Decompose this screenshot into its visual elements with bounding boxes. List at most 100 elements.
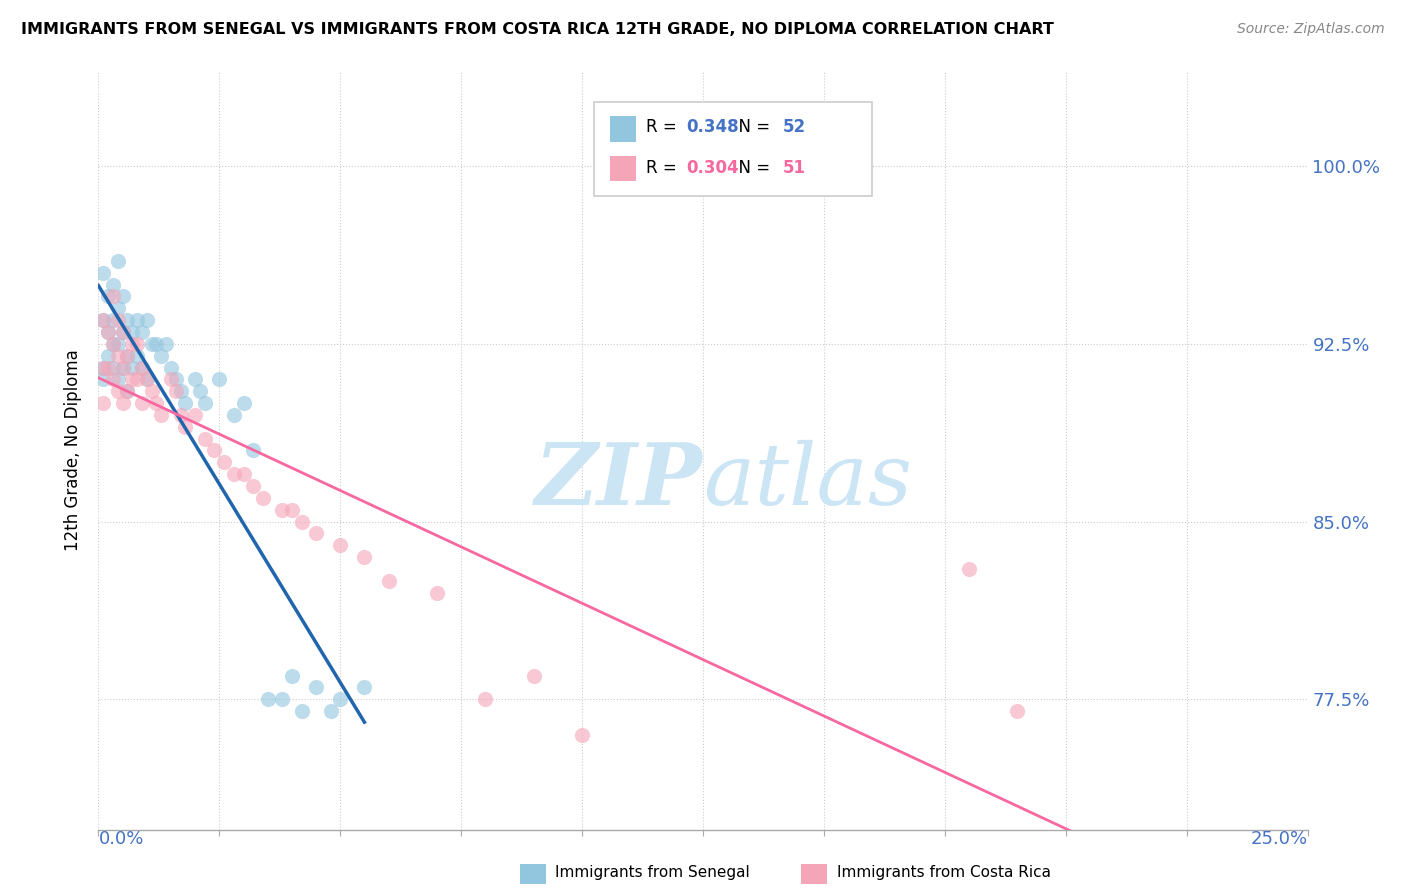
- Point: [97, 360, 120, 375]
- Point: [121, 372, 143, 386]
- Point: [169, 384, 191, 399]
- Point: [111, 360, 134, 375]
- Point: [127, 372, 149, 386]
- Point: [174, 396, 197, 410]
- Point: [145, 336, 167, 351]
- Point: [121, 360, 143, 375]
- Point: [160, 372, 183, 386]
- Point: [107, 384, 129, 399]
- Point: [131, 360, 153, 375]
- Point: [474, 692, 496, 706]
- Point: [101, 289, 124, 303]
- Point: [165, 384, 187, 399]
- Text: 52: 52: [783, 118, 806, 136]
- Point: [184, 372, 207, 386]
- Point: [131, 396, 153, 410]
- Point: [426, 585, 449, 599]
- Text: 51: 51: [783, 160, 806, 178]
- Point: [150, 349, 173, 363]
- Point: [107, 313, 129, 327]
- Point: [305, 526, 328, 541]
- Point: [91, 360, 114, 375]
- Point: [232, 467, 254, 482]
- Text: atlas: atlas: [703, 440, 912, 522]
- Point: [523, 668, 546, 682]
- Point: [212, 455, 235, 469]
- Point: [353, 681, 375, 695]
- Point: [141, 336, 163, 351]
- Point: [160, 360, 183, 375]
- Point: [107, 336, 129, 351]
- Point: [111, 396, 134, 410]
- Point: [97, 325, 120, 339]
- Point: [174, 419, 197, 434]
- Text: Immigrants from Senegal: Immigrants from Senegal: [555, 865, 751, 880]
- Point: [319, 704, 342, 718]
- Point: [150, 408, 173, 422]
- Point: [111, 289, 134, 303]
- FancyBboxPatch shape: [595, 102, 872, 196]
- Text: R =: R =: [647, 118, 682, 136]
- Point: [117, 384, 139, 399]
- Point: [232, 396, 254, 410]
- Point: [222, 467, 245, 482]
- Point: [117, 349, 139, 363]
- Point: [127, 336, 149, 351]
- Point: [131, 325, 153, 339]
- Point: [97, 325, 120, 339]
- Text: N =: N =: [728, 118, 776, 136]
- Point: [131, 360, 153, 375]
- Point: [204, 443, 226, 458]
- Point: [91, 313, 114, 327]
- Point: [101, 372, 124, 386]
- Point: [377, 574, 399, 588]
- Point: [305, 681, 328, 695]
- Point: [91, 396, 114, 410]
- Text: 0.0%: 0.0%: [98, 830, 143, 847]
- Point: [194, 396, 217, 410]
- Point: [101, 313, 124, 327]
- Text: N =: N =: [728, 160, 776, 178]
- Point: [256, 692, 278, 706]
- Point: [141, 384, 163, 399]
- FancyBboxPatch shape: [610, 155, 637, 181]
- Text: Immigrants from Costa Rica: Immigrants from Costa Rica: [837, 865, 1050, 880]
- Point: [329, 538, 352, 552]
- Point: [135, 313, 157, 327]
- Point: [184, 408, 207, 422]
- Point: [121, 336, 143, 351]
- Point: [252, 491, 274, 505]
- Point: [97, 289, 120, 303]
- Point: [101, 277, 124, 292]
- Point: [127, 313, 149, 327]
- Point: [107, 349, 129, 363]
- Y-axis label: 12th Grade, No Diploma: 12th Grade, No Diploma: [65, 350, 83, 551]
- Point: [155, 336, 177, 351]
- Point: [135, 372, 157, 386]
- Point: [91, 372, 114, 386]
- Point: [188, 384, 211, 399]
- Point: [571, 728, 593, 742]
- FancyBboxPatch shape: [610, 116, 637, 142]
- Point: [135, 372, 157, 386]
- Point: [117, 384, 139, 399]
- Point: [1007, 704, 1029, 718]
- Point: [111, 325, 134, 339]
- Point: [290, 704, 312, 718]
- Point: [271, 502, 294, 516]
- Point: [127, 349, 149, 363]
- Point: [290, 515, 312, 529]
- Point: [242, 479, 264, 493]
- Point: [107, 253, 129, 268]
- Point: [111, 325, 134, 339]
- Text: 0.348: 0.348: [686, 118, 738, 136]
- Point: [194, 432, 217, 446]
- Text: IMMIGRANTS FROM SENEGAL VS IMMIGRANTS FROM COSTA RICA 12TH GRADE, NO DIPLOMA COR: IMMIGRANTS FROM SENEGAL VS IMMIGRANTS FR…: [21, 22, 1054, 37]
- Point: [281, 502, 304, 516]
- Point: [165, 372, 187, 386]
- Point: [208, 372, 231, 386]
- Point: [101, 360, 124, 375]
- Point: [145, 396, 167, 410]
- Point: [121, 325, 143, 339]
- Point: [117, 313, 139, 327]
